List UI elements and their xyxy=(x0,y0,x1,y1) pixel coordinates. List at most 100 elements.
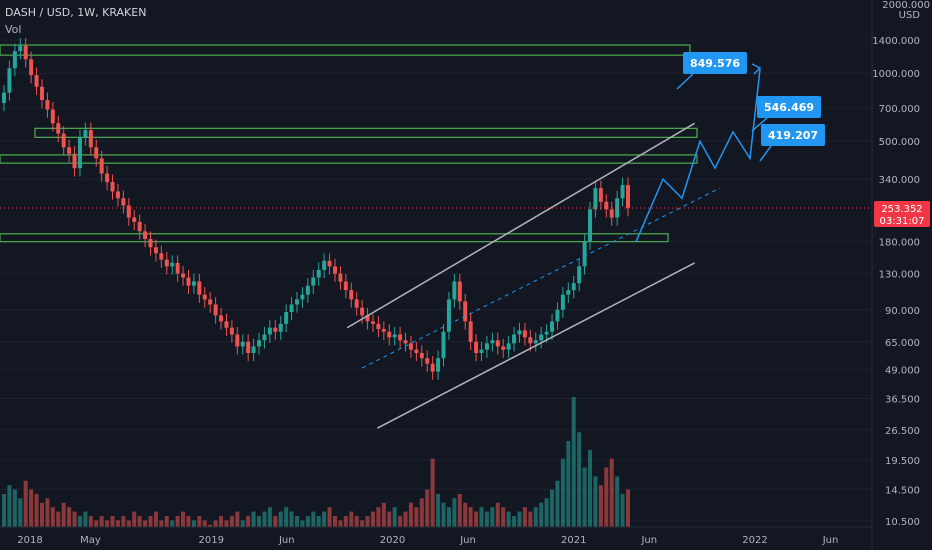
price-tick-label: 1400.000 xyxy=(872,36,920,47)
projection-path xyxy=(635,69,761,242)
volume-bar xyxy=(246,515,251,527)
volume-bar xyxy=(571,397,576,527)
volume-bar xyxy=(441,502,446,527)
candle-body xyxy=(202,294,207,300)
volume-bar xyxy=(436,493,441,527)
candle-body xyxy=(392,334,397,338)
volume-bar xyxy=(425,489,430,527)
volume-bar xyxy=(208,524,213,527)
candle-body xyxy=(235,334,240,347)
candle-body xyxy=(105,173,110,183)
candle-body xyxy=(360,307,365,316)
volume-bar xyxy=(300,520,305,527)
volume-bar xyxy=(327,507,332,527)
volume-bar xyxy=(305,515,310,527)
current-price-badge xyxy=(874,201,930,228)
candle-body xyxy=(539,334,544,341)
candle-body xyxy=(582,241,587,267)
candle-body xyxy=(170,262,175,267)
volume-bar xyxy=(522,507,527,527)
candle-body xyxy=(571,283,576,291)
candle-body xyxy=(2,92,6,103)
volume-bar xyxy=(338,520,343,527)
candle-body xyxy=(322,260,327,270)
volume-bar xyxy=(474,511,479,527)
volume-bar xyxy=(191,520,196,527)
volume-bar xyxy=(560,458,565,527)
volume-bar xyxy=(577,432,582,527)
candle-body xyxy=(148,238,153,248)
volume-bar xyxy=(257,515,262,527)
midline-dashed xyxy=(361,187,721,369)
callout-box xyxy=(683,52,747,74)
callout-pointer xyxy=(676,73,694,90)
candle-body xyxy=(257,340,262,347)
candle-body xyxy=(126,205,131,218)
price-tick-label: 500.000 xyxy=(879,137,920,148)
callout-pointer xyxy=(759,145,772,162)
candle-body xyxy=(446,299,451,332)
volume-bar xyxy=(604,467,609,527)
volume-bar xyxy=(77,515,82,527)
volume-bar xyxy=(267,507,272,527)
candle-body xyxy=(61,133,66,148)
candle-body xyxy=(544,331,549,335)
candle-body xyxy=(414,349,419,353)
price-tick-label: 65.000 xyxy=(885,338,920,349)
volume-bar xyxy=(132,511,137,527)
candle-body xyxy=(376,323,381,330)
channel-line xyxy=(377,262,695,429)
volume-bar xyxy=(240,520,245,527)
candle-body xyxy=(419,352,424,359)
candle-body xyxy=(598,188,603,202)
volume-bar xyxy=(598,485,603,527)
volume-bar xyxy=(18,498,23,527)
volume-bar xyxy=(533,507,538,527)
candle-body xyxy=(181,273,186,278)
candle-body xyxy=(99,158,104,174)
volume-bar xyxy=(430,458,435,527)
candle-body xyxy=(267,327,272,335)
volume-bar xyxy=(94,520,99,527)
volume-bar xyxy=(555,480,560,527)
callout-pointer xyxy=(751,117,768,132)
candle-body xyxy=(88,130,93,148)
candle-body xyxy=(354,299,359,308)
candle-body xyxy=(398,334,403,341)
volume-bar xyxy=(495,502,500,527)
candle-body xyxy=(300,294,305,300)
candle-body xyxy=(626,185,630,209)
candle-body xyxy=(197,281,202,295)
current-price-value: 253.352 xyxy=(881,204,922,215)
candle-body xyxy=(121,198,126,206)
volume-bar xyxy=(99,515,104,527)
volume-bar xyxy=(34,493,39,527)
candle-body xyxy=(484,343,489,350)
candle-body xyxy=(365,315,370,322)
candle-body xyxy=(327,260,332,267)
volume-bar xyxy=(463,502,468,527)
price-axis-top-label: 2000.000 xyxy=(882,0,930,11)
candle-body xyxy=(175,262,180,274)
candle-body xyxy=(332,266,337,274)
bar-countdown: 03:31:07 xyxy=(880,216,925,227)
volume-bar xyxy=(159,520,164,527)
volume-bar xyxy=(56,511,61,527)
price-tick-label: 1000.000 xyxy=(872,69,920,80)
volume-bar xyxy=(278,511,283,527)
candle-body xyxy=(110,182,115,192)
volume-bar xyxy=(419,498,424,527)
price-tick-label: 90.000 xyxy=(885,306,920,317)
volume-bar xyxy=(88,515,93,527)
candle-body xyxy=(430,363,435,372)
price-tick-label: 36.500 xyxy=(885,395,920,406)
candle-body xyxy=(338,273,343,282)
candle-body xyxy=(408,343,413,350)
volume-bar xyxy=(229,515,234,527)
candle-body xyxy=(7,68,12,93)
volume-bar xyxy=(354,515,359,527)
candle-body xyxy=(56,123,61,134)
volume-bar xyxy=(23,480,28,527)
candle-body xyxy=(29,59,34,76)
